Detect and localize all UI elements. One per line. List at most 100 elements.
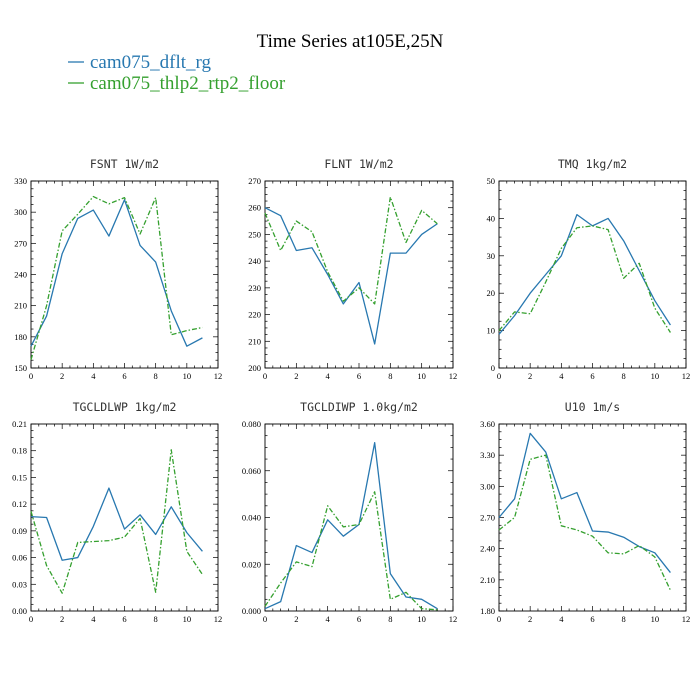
y-tick-label: 180 [14, 332, 27, 342]
y-tick-label: 260 [248, 203, 261, 213]
x-tick-label: 4 [326, 614, 331, 624]
series-line-floor [30, 449, 203, 594]
series-line-floor [30, 195, 203, 360]
x-tick-label: 0 [29, 371, 33, 381]
x-tick-label: 0 [497, 371, 501, 381]
panel-title: FSNT 1W/m2 [90, 157, 159, 171]
x-tick-label: 10 [183, 371, 192, 381]
x-tick-label: 8 [154, 371, 158, 381]
x-tick-label: 4 [559, 614, 564, 624]
series-line-dflt [264, 207, 438, 345]
y-tick-label: 0.060 [242, 466, 261, 476]
x-tick-label: 10 [651, 371, 660, 381]
x-tick-label: 0 [263, 614, 267, 624]
x-tick-label: 0 [497, 614, 501, 624]
y-tick-label: 3.00 [480, 481, 495, 491]
panel-6: U10 1m/s 0 2 4 6 8 10 12 1.80 2.10 2.40 2.70 3.00 3.3… [480, 400, 690, 624]
y-tick-label: 0.00 [12, 606, 27, 616]
y-tick-label: 270 [14, 238, 27, 248]
x-tick-label: 2 [294, 371, 298, 381]
x-tick-label: 12 [449, 614, 458, 624]
x-tick-label: 2 [294, 614, 298, 624]
y-tick-label: 40 [487, 213, 496, 223]
y-tick-label: 0.12 [12, 499, 27, 509]
x-tick-label: 2 [528, 614, 532, 624]
x-tick-label: 4 [326, 371, 331, 381]
x-tick-label: 8 [154, 614, 158, 624]
x-tick-label: 10 [417, 371, 426, 381]
panel-3: TMQ 1kg/m2 0 2 4 6 8 10 12 0 10 20 30 40 50 [487, 157, 691, 381]
y-tick-label: 0.15 [12, 472, 27, 482]
y-tick-label: 2.10 [480, 575, 495, 585]
y-tick-label: 0.18 [12, 446, 27, 456]
y-tick-label: 2.40 [480, 544, 495, 554]
y-tick-label: 0.21 [12, 419, 27, 429]
y-tick-label: 1.80 [480, 606, 495, 616]
x-tick-label: 12 [682, 371, 691, 381]
y-tick-label: 0.03 [12, 579, 27, 589]
plot-frame [30, 423, 219, 612]
legend-label-floor: cam075_thlp2_rtp2_floor [90, 73, 286, 94]
x-tick-label: 12 [449, 371, 458, 381]
x-tick-label: 12 [682, 614, 691, 624]
y-tick-label: 150 [14, 363, 27, 373]
y-tick-label: 300 [14, 207, 27, 217]
x-tick-label: 6 [357, 614, 361, 624]
x-tick-label: 2 [528, 371, 532, 381]
plot-frame [30, 180, 219, 369]
y-tick-label: 0 [491, 363, 495, 373]
panel-title: TGCLDIWP 1.0kg/m2 [300, 400, 418, 414]
x-tick-label: 8 [388, 371, 392, 381]
panel-4: TGCLDLWP 1kg/m2 0 2 4 6 8 10 12 0.00 0.03 0.06 0.09… [12, 400, 222, 624]
x-tick-label: 6 [357, 371, 361, 381]
y-tick-label: 220 [248, 310, 261, 320]
y-tick-label: 3.60 [480, 419, 495, 429]
plot-frame [498, 423, 687, 612]
x-tick-label: 6 [590, 614, 594, 624]
y-tick-label: 0.09 [12, 526, 27, 536]
panel-5: TGCLDIWP 1.0kg/m2 0 2 4 6 8 10 12 0.000 0.020 0.04… [242, 400, 457, 624]
series-line-dflt [30, 199, 203, 347]
x-tick-label: 0 [263, 371, 267, 381]
x-tick-label: 4 [91, 371, 96, 381]
plot-frame [498, 180, 687, 369]
y-tick-label: 210 [248, 336, 261, 346]
y-tick-label: 200 [248, 363, 261, 373]
panel-title: U10 1m/s [565, 400, 620, 414]
y-tick-label: 2.70 [480, 513, 495, 523]
x-tick-label: 2 [60, 371, 64, 381]
x-tick-label: 10 [651, 614, 660, 624]
x-tick-label: 10 [417, 614, 426, 624]
series-line-floor [264, 196, 438, 305]
y-tick-label: 10 [487, 326, 496, 336]
panel-2: FLNT 1W/m2 0 2 4 6 8 10 12 200 210 220 230 240 250 260… [248, 157, 457, 381]
y-tick-label: 330 [14, 176, 27, 186]
y-tick-label: 3.30 [480, 450, 495, 460]
series-line-floor [498, 225, 671, 333]
x-tick-label: 8 [622, 614, 626, 624]
series-line-dflt [498, 432, 671, 573]
plot-frame [264, 423, 454, 612]
figure-title: Time Series at105E,25N [257, 31, 444, 52]
x-tick-label: 4 [91, 614, 96, 624]
y-tick-label: 240 [248, 256, 261, 266]
y-tick-label: 0.06 [12, 553, 27, 563]
x-tick-label: 2 [60, 614, 64, 624]
x-tick-label: 10 [183, 614, 192, 624]
y-tick-label: 0.000 [242, 606, 261, 616]
legend: cam075_dflt_rg cam075_thlp2_rtp2_floor [68, 52, 286, 94]
panels-container: FSNT 1W/m20 2 4 6 8 10 12150180210240270300330… [12, 157, 690, 624]
panel-1: FSNT 1W/m2 0 2 4 6 8 10 12 150 180 210 240 270 300 330 [14, 157, 222, 381]
plot-frame [264, 180, 454, 369]
x-tick-label: 4 [559, 371, 564, 381]
y-tick-label: 30 [487, 251, 496, 261]
y-tick-label: 230 [248, 283, 261, 293]
y-tick-label: 250 [248, 229, 261, 239]
y-tick-label: 20 [487, 288, 496, 298]
x-tick-label: 6 [122, 614, 126, 624]
x-tick-label: 6 [122, 371, 126, 381]
y-tick-label: 270 [248, 176, 261, 186]
series-line-dflt [498, 214, 671, 335]
series-line-floor [264, 491, 438, 611]
